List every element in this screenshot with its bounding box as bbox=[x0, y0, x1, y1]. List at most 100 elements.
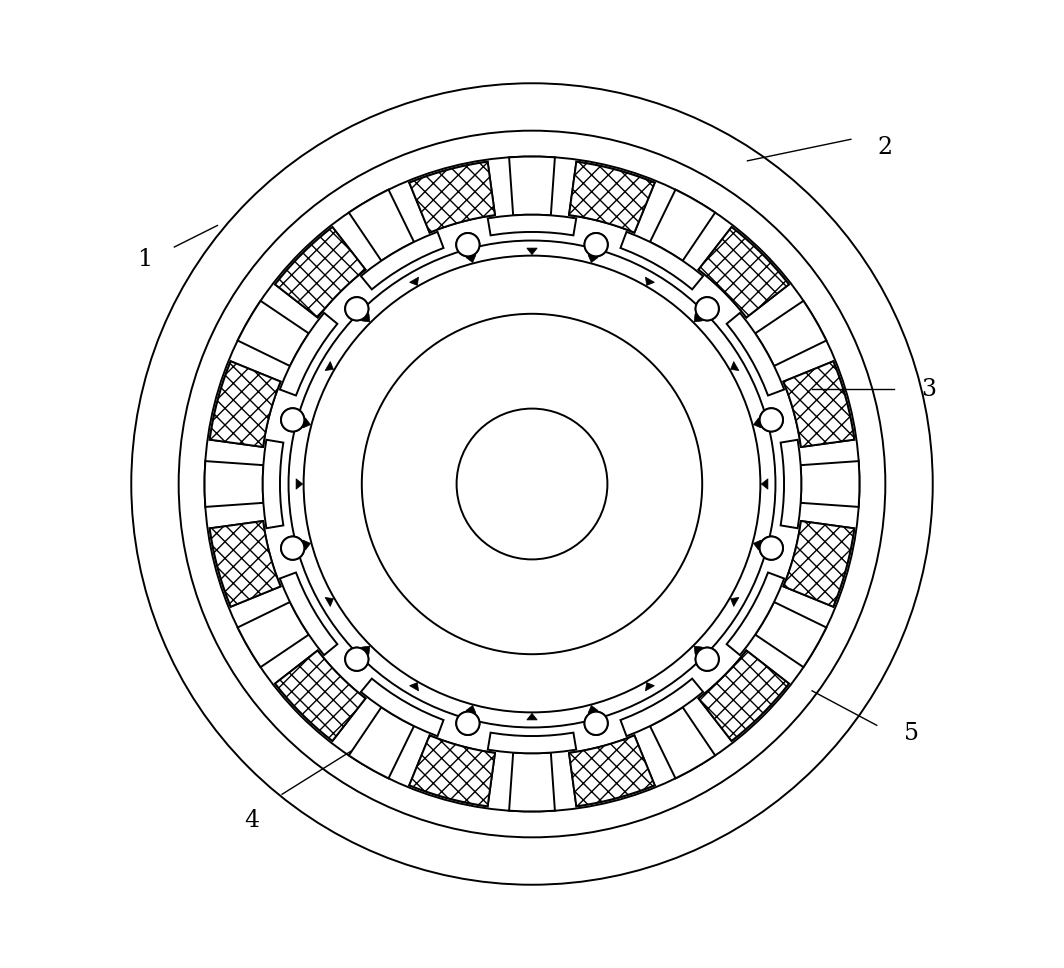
Circle shape bbox=[696, 297, 719, 320]
Polygon shape bbox=[410, 682, 418, 691]
Polygon shape bbox=[466, 255, 476, 262]
Polygon shape bbox=[569, 736, 654, 806]
Polygon shape bbox=[303, 540, 311, 550]
Text: 5: 5 bbox=[903, 722, 918, 745]
Polygon shape bbox=[410, 162, 495, 232]
Circle shape bbox=[281, 408, 304, 432]
Circle shape bbox=[696, 648, 719, 671]
Polygon shape bbox=[731, 361, 738, 371]
Polygon shape bbox=[588, 255, 598, 262]
Polygon shape bbox=[210, 521, 281, 607]
Circle shape bbox=[456, 711, 480, 735]
Polygon shape bbox=[362, 646, 370, 654]
Polygon shape bbox=[699, 227, 788, 318]
Polygon shape bbox=[620, 679, 703, 737]
Circle shape bbox=[760, 536, 783, 560]
Polygon shape bbox=[361, 231, 444, 289]
Polygon shape bbox=[699, 650, 788, 741]
Polygon shape bbox=[699, 650, 788, 741]
Polygon shape bbox=[753, 540, 761, 550]
Polygon shape bbox=[727, 572, 784, 655]
Circle shape bbox=[456, 233, 480, 257]
Polygon shape bbox=[694, 314, 702, 322]
Polygon shape bbox=[280, 313, 337, 396]
Polygon shape bbox=[699, 227, 788, 318]
Text: 2: 2 bbox=[878, 136, 893, 160]
Polygon shape bbox=[276, 227, 365, 318]
Polygon shape bbox=[620, 231, 703, 289]
Polygon shape bbox=[263, 439, 283, 529]
Polygon shape bbox=[527, 713, 537, 720]
Polygon shape bbox=[487, 215, 577, 235]
Polygon shape bbox=[650, 708, 715, 778]
Polygon shape bbox=[727, 313, 784, 396]
Polygon shape bbox=[569, 736, 654, 806]
Circle shape bbox=[584, 711, 608, 735]
Circle shape bbox=[456, 711, 480, 735]
Polygon shape bbox=[361, 679, 444, 737]
Text: 3: 3 bbox=[921, 378, 936, 401]
Polygon shape bbox=[783, 361, 854, 447]
Polygon shape bbox=[753, 418, 761, 428]
Circle shape bbox=[281, 408, 304, 432]
Circle shape bbox=[584, 233, 608, 257]
Circle shape bbox=[760, 408, 783, 432]
Circle shape bbox=[584, 233, 608, 257]
Polygon shape bbox=[237, 602, 309, 667]
Polygon shape bbox=[731, 597, 738, 607]
Polygon shape bbox=[276, 650, 365, 741]
Text: 1: 1 bbox=[136, 249, 152, 271]
Polygon shape bbox=[569, 162, 654, 232]
Polygon shape bbox=[761, 479, 768, 489]
Polygon shape bbox=[410, 736, 495, 806]
Polygon shape bbox=[781, 439, 801, 529]
Polygon shape bbox=[650, 190, 715, 260]
Polygon shape bbox=[362, 314, 370, 322]
Circle shape bbox=[281, 536, 304, 560]
Circle shape bbox=[456, 233, 480, 257]
Polygon shape bbox=[276, 650, 365, 741]
Polygon shape bbox=[210, 521, 281, 607]
Polygon shape bbox=[466, 706, 476, 713]
Polygon shape bbox=[783, 361, 854, 447]
Circle shape bbox=[584, 711, 608, 735]
Circle shape bbox=[281, 536, 304, 560]
Text: 4: 4 bbox=[245, 808, 260, 832]
Polygon shape bbox=[588, 706, 598, 713]
Polygon shape bbox=[487, 733, 577, 753]
Circle shape bbox=[345, 297, 368, 320]
Circle shape bbox=[345, 648, 368, 671]
Polygon shape bbox=[527, 248, 537, 255]
Polygon shape bbox=[326, 597, 333, 607]
Polygon shape bbox=[800, 461, 860, 507]
Polygon shape bbox=[349, 708, 414, 778]
Circle shape bbox=[696, 297, 719, 320]
Polygon shape bbox=[276, 227, 365, 318]
Polygon shape bbox=[237, 301, 309, 366]
Polygon shape bbox=[646, 682, 654, 691]
Circle shape bbox=[345, 297, 368, 320]
Circle shape bbox=[696, 648, 719, 671]
Polygon shape bbox=[694, 646, 702, 654]
Polygon shape bbox=[509, 157, 555, 215]
Polygon shape bbox=[410, 277, 418, 286]
Polygon shape bbox=[210, 361, 281, 447]
Circle shape bbox=[760, 408, 783, 432]
Circle shape bbox=[345, 648, 368, 671]
Circle shape bbox=[760, 536, 783, 560]
Polygon shape bbox=[204, 461, 264, 507]
Polygon shape bbox=[410, 162, 495, 232]
Polygon shape bbox=[755, 301, 827, 366]
Polygon shape bbox=[296, 479, 303, 489]
Polygon shape bbox=[410, 736, 495, 806]
Polygon shape bbox=[303, 418, 311, 428]
Polygon shape bbox=[326, 361, 333, 371]
Polygon shape bbox=[569, 162, 654, 232]
Polygon shape bbox=[210, 361, 281, 447]
Polygon shape bbox=[349, 190, 414, 260]
Polygon shape bbox=[755, 602, 827, 667]
Polygon shape bbox=[280, 572, 337, 655]
Polygon shape bbox=[509, 753, 555, 811]
Polygon shape bbox=[783, 521, 854, 607]
Polygon shape bbox=[783, 521, 854, 607]
